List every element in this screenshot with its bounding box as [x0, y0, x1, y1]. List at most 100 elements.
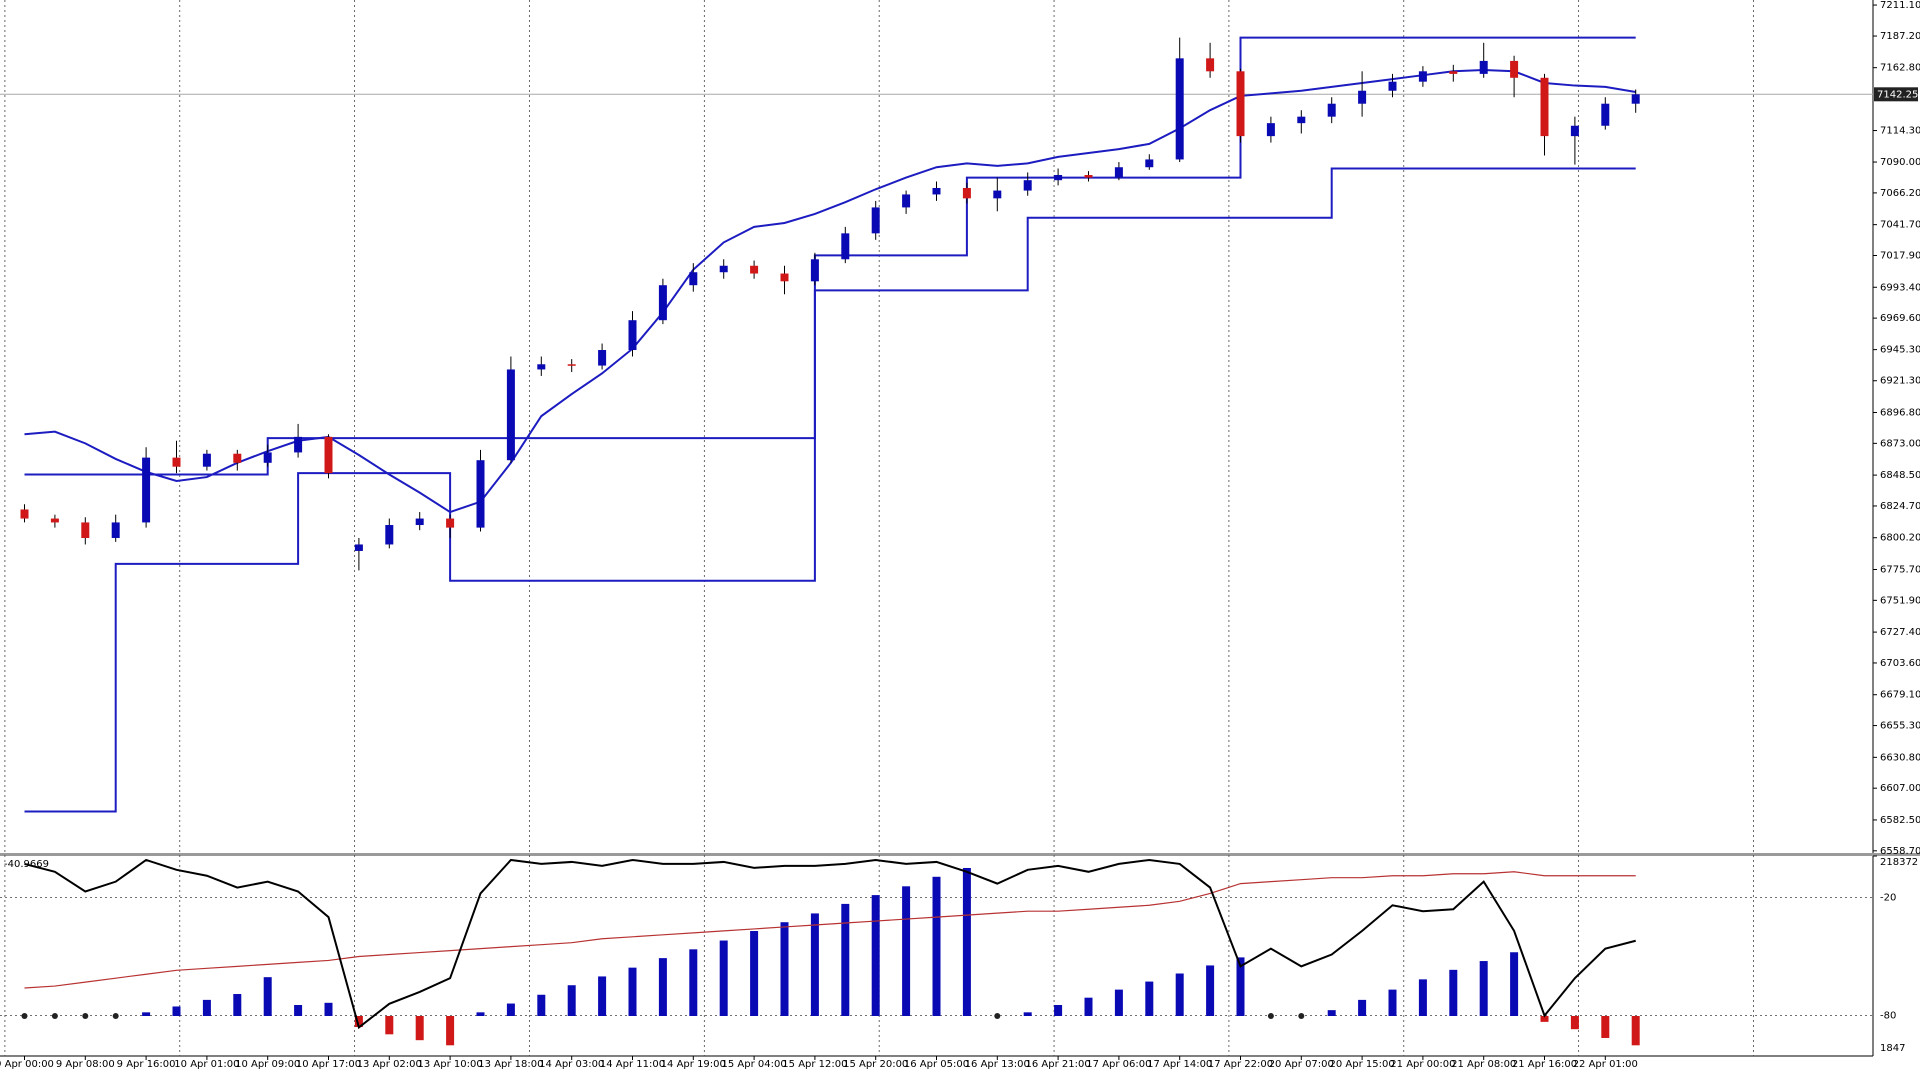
candle-body: [750, 265, 759, 274]
y-tick-label: 6727.40: [1880, 627, 1920, 638]
histogram-bar: [750, 931, 759, 1017]
histogram-bar: [598, 976, 607, 1017]
candle-body: [476, 460, 485, 528]
candle-body: [780, 273, 789, 282]
y-tick-label: 6679.10: [1880, 690, 1920, 701]
candle-body: [1540, 77, 1549, 137]
histogram-bar: [810, 913, 819, 1017]
candle-body: [1479, 60, 1488, 74]
candle-body: [263, 452, 272, 463]
candle-body: [1510, 60, 1519, 78]
y-tick-label: 7041.70: [1880, 220, 1920, 231]
histogram-bar: [1449, 969, 1458, 1017]
x-tick-label: 13 Apr 02:00: [357, 1059, 422, 1070]
histogram-bar: [1175, 973, 1184, 1017]
histogram-bar: [537, 994, 546, 1017]
y-tick-label: 6800.20: [1880, 533, 1920, 544]
candle-body: [1114, 167, 1123, 178]
candle-body: [598, 350, 607, 366]
histogram-bar: [1388, 989, 1397, 1017]
histogram-bar: [1540, 1016, 1549, 1022]
zero-dot: [1298, 1013, 1305, 1020]
y-tick-label: 7090.00: [1880, 157, 1920, 168]
histogram-bar: [932, 876, 941, 1017]
histogram-bar: [1054, 1005, 1063, 1017]
candle-body: [689, 272, 698, 286]
y-tick-label: 7017.90: [1880, 251, 1920, 262]
y2-bottom-label: 1847: [1880, 1043, 1905, 1054]
candle-body: [658, 285, 667, 321]
candle-body: [871, 207, 880, 234]
y-tick-label: 6655.30: [1880, 721, 1920, 732]
candle-body: [1084, 175, 1093, 178]
x-tick-label: 9 Apr 16:00: [117, 1059, 176, 1070]
candle-body: [446, 518, 455, 528]
candle-body: [233, 453, 242, 463]
zero-dot: [82, 1013, 89, 1020]
histogram-bar: [354, 1016, 363, 1027]
zero-dot: [51, 1013, 58, 1020]
y-tick-label: 6703.60: [1880, 658, 1920, 669]
histogram-bar: [506, 1003, 515, 1017]
histogram-bar: [1601, 1016, 1610, 1038]
candle-body: [993, 190, 1002, 199]
histogram-bar: [142, 1012, 151, 1017]
x-tick-label: 14 Apr 03:00: [539, 1059, 604, 1070]
histogram-bar: [658, 958, 667, 1017]
candle-body: [1418, 71, 1427, 82]
candle-body: [1206, 58, 1215, 72]
price-label: 7142.25: [1877, 89, 1918, 100]
zero-dot: [112, 1013, 119, 1020]
candle-body: [324, 436, 333, 474]
x-tick-label: 9 Apr 00:00: [0, 1059, 54, 1070]
indicator-line: [24, 36, 1636, 476]
x-tick-label: 13 Apr 18:00: [478, 1059, 543, 1070]
x-tick-label: 15 Apr 04:00: [721, 1059, 786, 1070]
histogram-bar: [172, 1006, 181, 1017]
y2-tick-label: 218372: [1880, 857, 1918, 868]
histogram-bar: [780, 922, 789, 1017]
histogram-bar: [263, 977, 272, 1017]
candle-body: [354, 544, 363, 551]
candle-body: [172, 457, 181, 467]
candle-body: [1327, 103, 1336, 117]
candle-body: [628, 320, 637, 351]
y-tick-label: 6630.80: [1880, 752, 1920, 763]
candle-body: [202, 453, 211, 467]
histogram-bar: [1418, 979, 1427, 1017]
candle-body: [537, 364, 546, 370]
candle-body: [1175, 58, 1184, 160]
candle-body: [1388, 81, 1397, 91]
x-tick-label: 21 Apr 16:00: [1512, 1059, 1577, 1070]
candle-body: [81, 522, 90, 538]
y-tick-label: 6896.80: [1880, 407, 1920, 418]
candle-body: [1236, 71, 1245, 137]
histogram-bar: [446, 1016, 455, 1046]
candle-body: [111, 522, 120, 538]
x-tick-label: 22 Apr 01:00: [1573, 1059, 1638, 1070]
histogram-bar: [1358, 999, 1367, 1017]
x-tick-label: 17 Apr 22:00: [1208, 1059, 1273, 1070]
candle-body: [294, 436, 303, 453]
y-tick-label: 6824.70: [1880, 501, 1920, 512]
x-tick-label: 10 Apr 01:00: [174, 1059, 239, 1070]
y-tick-label: 6969.60: [1880, 313, 1920, 324]
indicator-line: [24, 167, 1636, 813]
x-tick-label: 16 Apr 13:00: [965, 1059, 1030, 1070]
x-tick-label: 14 Apr 19:00: [661, 1059, 726, 1070]
candle-body: [962, 187, 971, 199]
x-tick-label: 15 Apr 12:00: [782, 1059, 847, 1070]
histogram-bar: [689, 949, 698, 1017]
histogram-bar: [1327, 1010, 1336, 1017]
candle-body: [719, 265, 728, 273]
histogram-bar: [385, 1016, 394, 1035]
y-tick-label: 7162.80: [1880, 63, 1920, 74]
histogram-bar: [233, 994, 242, 1017]
x-tick-label: 16 Apr 05:00: [904, 1059, 969, 1070]
candle-body: [567, 364, 576, 366]
histogram-bar: [1510, 952, 1519, 1017]
x-tick-label: 17 Apr 06:00: [1086, 1059, 1151, 1070]
x-tick-label: 15 Apr 20:00: [843, 1059, 908, 1070]
